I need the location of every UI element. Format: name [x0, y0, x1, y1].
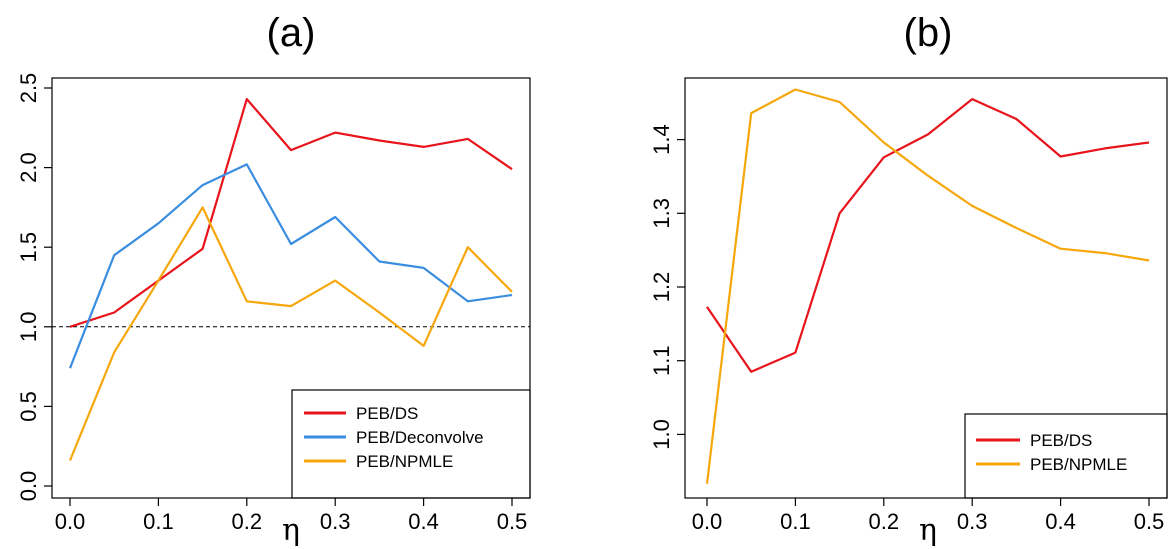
- x-tick-label: 0.3: [320, 509, 351, 534]
- x-tick-label: 0.0: [55, 509, 86, 534]
- x-tick-label: 0.4: [408, 509, 439, 534]
- y-tick-label: 1.3: [649, 198, 674, 229]
- panel-b-frame: [684, 77, 1168, 499]
- x-tick-label: 0.2: [869, 509, 900, 534]
- legend-label: PEB/DS: [1030, 431, 1092, 450]
- panel-b-legend-box: [964, 413, 1168, 499]
- legend-label: PEB/NPMLE: [356, 452, 453, 471]
- x-tick-label: 0.1: [780, 509, 811, 534]
- y-tick-label: 1.0: [649, 419, 674, 450]
- panel-b-x-axis: 0.0 0.1 0.2 0.3 0.4 0.5: [692, 498, 1165, 534]
- x-tick-label: 0.2: [232, 509, 263, 534]
- series-line-peb-npmle: [68, 206, 513, 461]
- legend-label: PEB/DS: [356, 404, 418, 423]
- panel-b-legend: PEB/DS PEB/NPMLE: [964, 413, 1168, 499]
- y-tick-label: 2.5: [16, 73, 41, 104]
- series-line-peb-ds: [69, 97, 513, 328]
- legend-label: PEB/NPMLE: [1030, 455, 1127, 474]
- panel-a: (a) 0.00.51.01.52.02.5 0.0 0.1 0.2 0.3 0.4 0.…: [16, 11, 531, 548]
- panel-a-title: (a): [267, 11, 316, 55]
- panel-a-legend: PEB/DS PEB/Deconvolve PEB/NPMLE: [291, 389, 531, 499]
- panel-b: (b) 1.0 1.1 1.2 1.3 1.4 0.0 0.1 0.2 0.3 0.4 0.5 η…: [649, 11, 1168, 548]
- x-tick-label: 0.1: [143, 509, 174, 534]
- x-tick-label: 0.3: [957, 509, 988, 534]
- panel-a-y-axis: 0.0 0.5 1.0 1.5 2.0 2.5: [16, 73, 52, 502]
- panel-b-title: (b): [904, 11, 953, 55]
- panel-a-x-label: η: [282, 513, 300, 548]
- y-tick-label: 1.1: [649, 345, 674, 376]
- legend-label: PEB/Deconvolve: [356, 428, 484, 447]
- y-tick-label: 1.5: [16, 232, 41, 263]
- panel-a-frame: [51, 77, 531, 499]
- y-tick-label: 0.5: [16, 391, 41, 422]
- x-tick-label: 0.4: [1045, 509, 1076, 534]
- panel-a-x-axis: 0.0 0.1 0.2 0.3 0.4 0.5: [55, 498, 528, 534]
- y-tick-label: 1.2: [649, 272, 674, 303]
- x-tick-label: 0.5: [497, 509, 528, 534]
- y-tick-label: 1.0: [16, 312, 41, 343]
- series-line-peb-npmle: [705, 88, 1150, 484]
- panel-a-series: [68, 97, 513, 461]
- panel-a-legend-box: [291, 389, 531, 499]
- panel-b-series: [705, 88, 1150, 484]
- y-tick-label: 2.0: [16, 152, 41, 183]
- y-tick-label: 1.4: [649, 124, 674, 155]
- series-line-peb-ds: [706, 97, 1150, 373]
- x-tick-label: 0.5: [1134, 509, 1165, 534]
- panel-b-y-axis: 1.0 1.1 1.2 1.3 1.4: [649, 124, 685, 450]
- y-tick-label: 0.0: [16, 471, 41, 502]
- panel-b-x-label: η: [919, 513, 937, 548]
- series-line-peb-deconvolve: [68, 163, 513, 369]
- x-tick-label: 0.0: [692, 509, 723, 534]
